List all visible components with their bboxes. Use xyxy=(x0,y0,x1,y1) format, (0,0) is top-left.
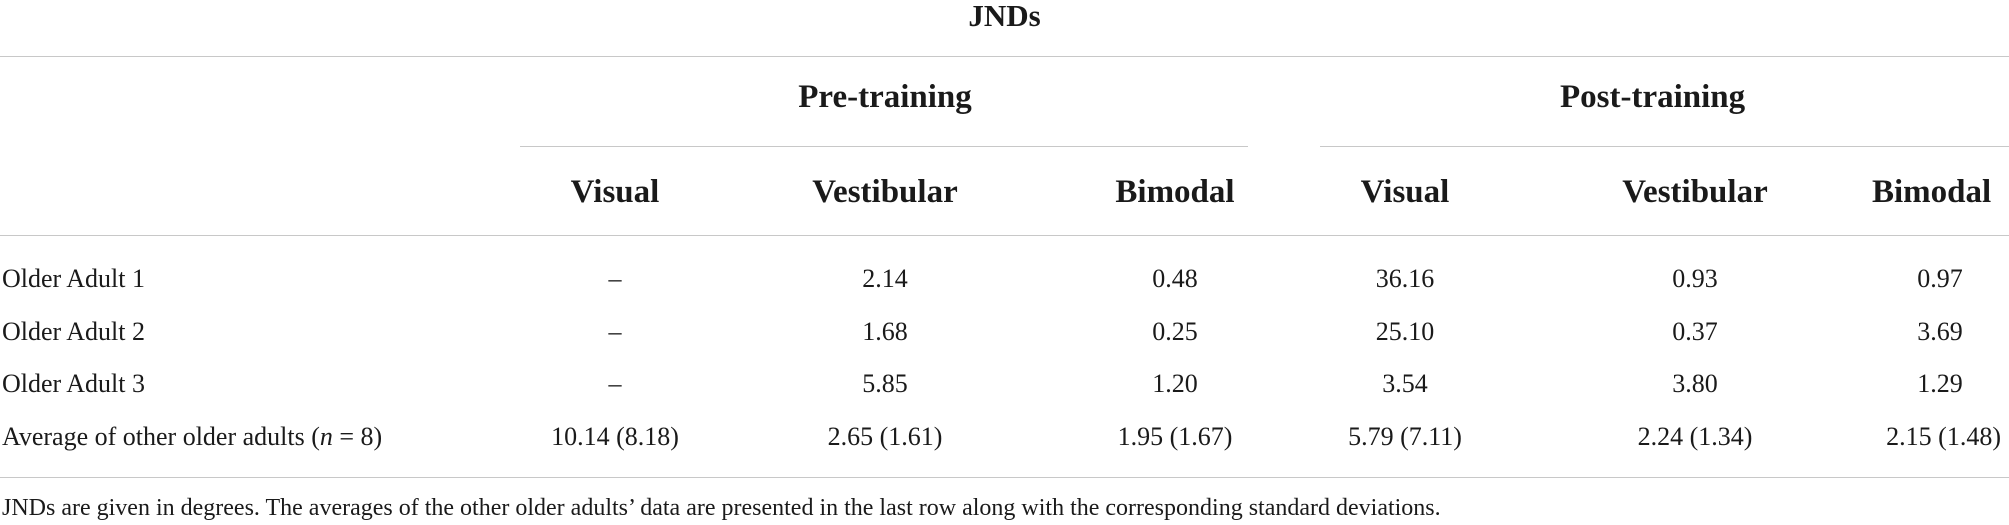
table-bottom-rule xyxy=(0,477,2009,478)
table-cell: – xyxy=(608,264,622,293)
table-cell: 2.24 (1.34) xyxy=(1637,422,1753,451)
column-header-visual-post: Visual xyxy=(1360,174,1450,210)
group-header-post-training: Post-training xyxy=(1560,79,1746,115)
table-cell: 3.80 xyxy=(1672,369,1718,398)
table-cell: 5.85 xyxy=(862,369,908,398)
table-cell: 0.97 xyxy=(1917,264,1963,293)
column-header-vestibular-pre: Vestibular xyxy=(812,174,958,210)
table-cell: 36.16 xyxy=(1375,264,1435,293)
column-header-bimodal-post: Bimodal xyxy=(1872,174,1992,210)
table-cell: 3.54 xyxy=(1382,369,1428,398)
column-header-vestibular-post: Vestibular xyxy=(1622,174,1768,210)
table-cell: 1.95 (1.67) xyxy=(1117,422,1233,451)
table-cell: 5.79 (7.11) xyxy=(1348,422,1462,451)
group-header-pre-training: Pre-training xyxy=(798,79,972,115)
table-title: JNDs xyxy=(968,0,1041,33)
table-cell: 0.48 xyxy=(1152,264,1198,293)
table-cell: 0.25 xyxy=(1152,317,1198,346)
post-training-underline xyxy=(1320,146,2009,147)
row-label: Older Adult 3 xyxy=(2,369,145,398)
top-rule xyxy=(0,56,2009,57)
row-label: Average of other older adults (n = 8) xyxy=(2,421,382,453)
table-cell: 2.15 (1.48) xyxy=(1886,422,2001,451)
table-cell: – xyxy=(608,317,622,346)
row-label: Older Adult 2 xyxy=(2,317,145,346)
table-cell: 10.14 (8.18) xyxy=(551,422,679,451)
column-header-visual-pre: Visual xyxy=(570,174,660,210)
table-cell: – xyxy=(608,369,622,398)
table-cell: 1.68 xyxy=(862,317,908,346)
table-cell: 0.93 xyxy=(1672,264,1718,293)
table-cell: 3.69 xyxy=(1917,317,1963,346)
row-label-prefix: Average of other older adults ( xyxy=(2,422,320,451)
column-header-bimodal-pre: Bimodal xyxy=(1115,174,1235,210)
pre-training-underline xyxy=(520,146,1248,147)
row-label-suffix: = 8) xyxy=(332,422,383,451)
table-cell: 1.29 xyxy=(1917,369,1963,398)
table-cell: 25.10 xyxy=(1375,317,1435,346)
header-bottom-rule xyxy=(0,235,2009,236)
table-cell: 2.14 xyxy=(862,264,908,293)
table-footnote: JNDs are given in degrees. The averages … xyxy=(2,495,1441,521)
table-cell: 0.37 xyxy=(1672,317,1718,346)
row-label-n: n xyxy=(319,422,333,451)
table-cell: 2.65 (1.61) xyxy=(827,422,943,451)
row-label: Older Adult 1 xyxy=(2,264,145,293)
table-cell: 1.20 xyxy=(1152,369,1198,398)
